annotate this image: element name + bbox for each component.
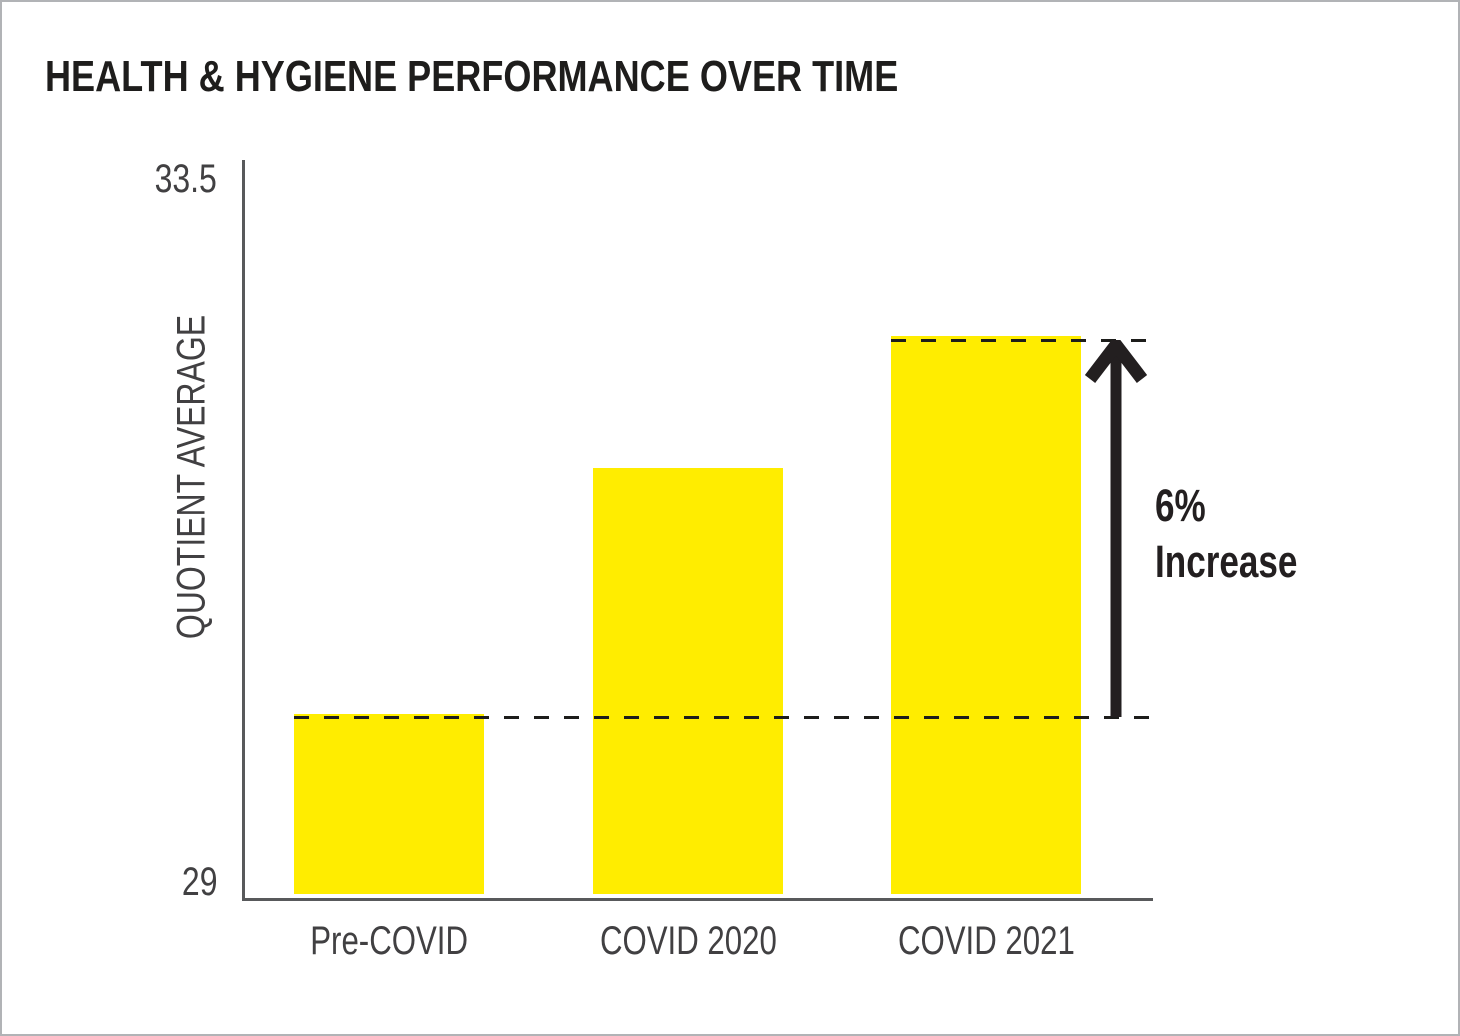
increase-annotation-word: Increase bbox=[1155, 536, 1298, 587]
plot-area bbox=[242, 160, 1153, 901]
y-tick-max: 33.5 bbox=[97, 158, 217, 200]
y-tick-min-text: 29 bbox=[181, 860, 217, 904]
y-tick-max-text: 33.5 bbox=[154, 157, 217, 201]
x-tick-pre-covid: Pre-COVID bbox=[209, 919, 569, 963]
chart-title-text: HEALTH & HYGIENE PERFORMANCE OVER TIME bbox=[45, 52, 899, 101]
increase-annotation-percent: 6% bbox=[1155, 480, 1206, 531]
bar-covid-2020 bbox=[593, 467, 783, 894]
x-tick-covid-2021-text: COVID 2021 bbox=[897, 919, 1075, 963]
x-tick-covid-2021: COVID 2021 bbox=[806, 919, 1166, 963]
bar-covid-2021 bbox=[891, 336, 1081, 894]
arrow-head bbox=[1085, 340, 1147, 384]
y-tick-min: 29 bbox=[97, 861, 217, 903]
bar-pre-covid bbox=[294, 713, 484, 894]
increase-annotation: 6% Increase bbox=[1155, 478, 1338, 590]
x-tick-covid-2020: COVID 2020 bbox=[508, 919, 868, 963]
peak-dashed-line bbox=[891, 338, 1150, 342]
increase-arrow bbox=[1085, 340, 1147, 718]
y-axis-title-text: QUOTIENT AVERAGE bbox=[169, 314, 214, 640]
x-tick-pre-covid-text: Pre-COVID bbox=[310, 919, 468, 963]
increase-arrow-icon bbox=[1085, 340, 1147, 718]
chart-title: HEALTH & HYGIENE PERFORMANCE OVER TIME bbox=[45, 52, 1086, 102]
x-tick-covid-2020-text: COVID 2020 bbox=[599, 919, 777, 963]
baseline-dashed-line bbox=[294, 716, 1152, 720]
